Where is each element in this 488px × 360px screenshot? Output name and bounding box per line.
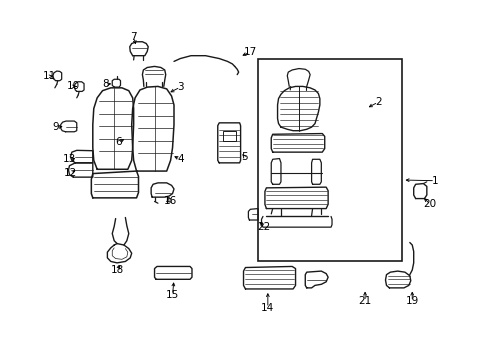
Bar [258, 59, 401, 261]
Text: 19: 19 [405, 296, 418, 306]
Bar [222, 131, 236, 141]
Text: 14: 14 [261, 303, 274, 313]
Text: 4: 4 [177, 154, 183, 164]
Text: 2: 2 [374, 97, 381, 107]
Text: 12: 12 [63, 168, 77, 178]
Text: 7: 7 [130, 32, 137, 42]
Text: 16: 16 [163, 196, 177, 206]
Text: 8: 8 [102, 79, 109, 89]
Text: 3: 3 [177, 82, 183, 92]
Text: 21: 21 [358, 296, 371, 306]
Text: 10: 10 [67, 81, 80, 91]
Text: 18: 18 [110, 265, 123, 275]
Text: 11: 11 [42, 71, 56, 81]
Text: 17: 17 [243, 47, 256, 57]
Text: 9: 9 [52, 122, 59, 132]
Text: 20: 20 [423, 199, 436, 209]
Text: 5: 5 [241, 152, 247, 162]
Text: 15: 15 [165, 290, 179, 300]
Text: 22: 22 [257, 222, 270, 232]
Text: 13: 13 [62, 154, 76, 164]
Text: 6: 6 [115, 138, 121, 148]
Text: 1: 1 [431, 176, 438, 186]
